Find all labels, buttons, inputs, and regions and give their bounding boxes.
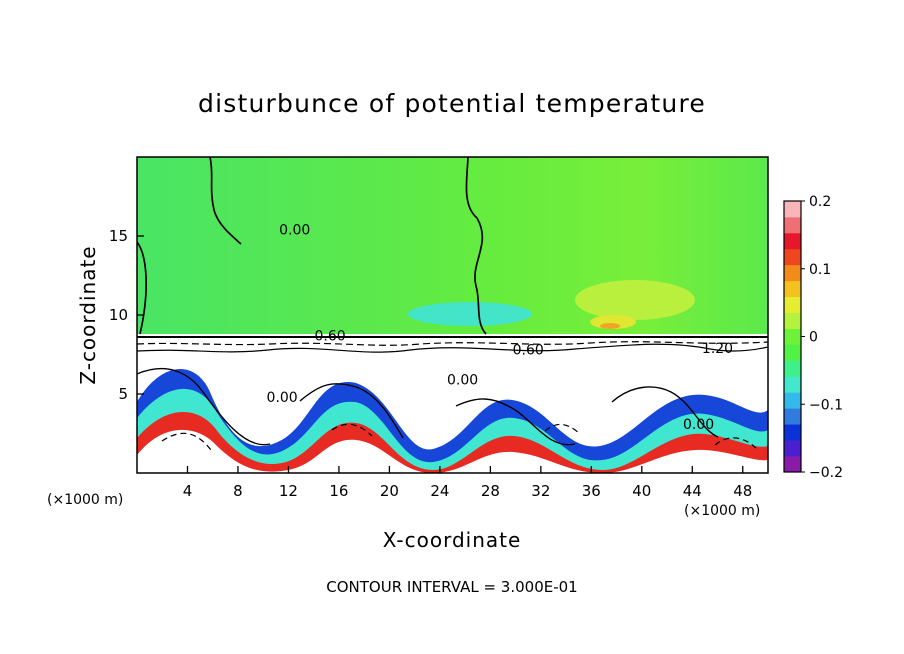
colorbar-segment: [784, 296, 801, 313]
colorbar-tick-label: −0.1: [809, 397, 843, 413]
contour-interval-text: CONTOUR INTERVAL = 3.000E-01: [326, 578, 577, 596]
colorbar-segment: [784, 392, 801, 409]
colorbar-tick-label: 0: [809, 330, 818, 346]
inversion-contour-2: [137, 341, 768, 346]
colorbar-segment: [784, 344, 801, 361]
heatmap-field: [137, 157, 768, 473]
x-tick-label: 8: [233, 482, 243, 500]
y-tick-label: 10: [109, 306, 128, 324]
contour-label: 0.00: [279, 222, 310, 238]
colorbar-labels: 0.2 0.1 0 −0.1 −0.2: [801, 194, 843, 481]
x-ticks: 4 8 12 16 20 24 28 32 36 40 44 48: [183, 466, 752, 500]
contour-label: 0.00: [447, 373, 478, 389]
colorbar-segment: [784, 408, 801, 425]
zero-contour-upper: [137, 157, 487, 335]
turbulent-white-core: [137, 429, 768, 473]
x-tick-label: 48: [733, 482, 752, 500]
colorbar-tick-label: 0.2: [809, 194, 831, 210]
negative-contour-lower: [161, 423, 757, 451]
y-axis-label: Z-coordinate: [76, 245, 100, 384]
contour-labels: 0.00 0.60 0.60 1.20 0.00 0.00 0.00: [267, 222, 734, 432]
colorbar-segment: [784, 456, 801, 473]
colorbar-segment: [784, 216, 801, 234]
colorbar-tick-label: −0.2: [809, 465, 843, 481]
x-tick-label: 44: [683, 482, 702, 500]
x-tick-label: 36: [582, 482, 601, 500]
upper-orange-core: [600, 323, 620, 329]
colorbar: [783, 200, 802, 473]
x-tick-label: 20: [380, 482, 399, 500]
upper-cyan-patch: [408, 302, 532, 326]
turbulent-cyan-band: [137, 388, 768, 473]
contour-label: 0.60: [513, 343, 544, 359]
x-tick-label: 16: [329, 482, 348, 500]
x-tick-label: 40: [632, 482, 651, 500]
colorbar-segment: [784, 328, 801, 345]
y-tick-label: 15: [109, 227, 128, 245]
inversion-layer-band: [137, 334, 768, 357]
contour-label: 0.00: [267, 390, 298, 406]
chart-title: disturbunce of potential temperature: [198, 89, 706, 118]
x-tick-label: 4: [183, 482, 193, 500]
x-axis-label: X-coordinate: [383, 528, 522, 552]
zero-contour-lower: [137, 367, 719, 446]
contour-label: 1.20: [702, 341, 733, 357]
colorbar-tick-label: 0.1: [809, 262, 831, 278]
contour-label: 0.60: [315, 328, 346, 344]
inversion-contour-3: [137, 343, 768, 353]
x-tick-label: 12: [279, 482, 298, 500]
upper-yellow-patch: [575, 280, 695, 320]
contour-label: 0.00: [683, 417, 714, 433]
colorbar-segment: [784, 312, 801, 329]
x-tick-label: 24: [430, 482, 449, 500]
x-tick-label: 32: [531, 482, 550, 500]
colorbar-segment: [784, 440, 801, 457]
y-ticks: 5 10 15: [109, 227, 144, 403]
colorbar-segment: [784, 232, 801, 250]
colorbar-segment: [784, 376, 801, 393]
colorbar-segment: [784, 360, 801, 377]
colorbar-segment: [784, 264, 801, 282]
y-tick-label: 5: [118, 385, 128, 403]
x-unit-right: (×1000 m): [684, 503, 760, 519]
x-tick-label: 28: [481, 482, 500, 500]
colorbar-segment: [784, 424, 801, 441]
x-unit-left: (×1000 m): [47, 492, 123, 508]
colorbar-segment: [784, 280, 801, 298]
colorbar-segment: [784, 248, 801, 266]
colorbar-segment: [784, 201, 801, 218]
